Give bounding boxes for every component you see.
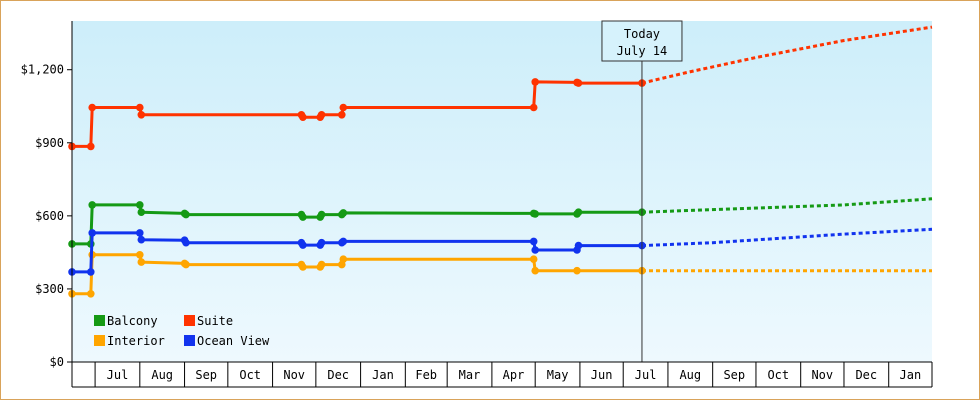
data-point-ocean-view[interactable] [136,229,144,237]
data-point-suite[interactable] [529,103,538,112]
x-tick-label: Aug [679,368,701,382]
data-point-ocean-view[interactable] [574,241,583,250]
x-tick-label: Aug [151,368,173,382]
data-point-ocean-view[interactable] [299,241,307,249]
forecast-line-balcony [641,197,933,214]
legend: Balcony Suite Interior Ocean View [94,314,270,348]
axes: $0 $300 $600 $900 $1,200 Jul Aug Sep Oct Nov Dec Ja… [21,21,933,388]
x-tick-label: Oct [239,368,261,382]
data-point-suite[interactable] [299,113,307,121]
today-label: Today [624,27,660,41]
data-point-suite[interactable] [136,103,144,112]
y-tick-label: $0 [50,355,64,369]
data-point-balcony[interactable] [88,201,96,209]
x-tick-label: Apr [503,368,525,382]
legend-swatch-balcony[interactable] [94,315,105,326]
data-point-interior[interactable] [531,266,539,275]
data-point-suite[interactable] [317,111,326,119]
x-tick-label: Nov [811,368,833,382]
plot-area [72,21,932,362]
data-point-interior[interactable] [529,255,538,263]
today-marker: Today July 14 [601,20,683,362]
data-point-ocean-view[interactable] [88,229,96,237]
data-point-balcony[interactable] [137,208,146,216]
data-point-balcony[interactable] [317,210,326,219]
data-point-interior[interactable] [182,260,190,269]
x-tick-label: Sep [723,368,745,382]
x-tick-label: Jan [900,368,922,382]
legend-label-ocean-view[interactable]: Ocean View [197,334,270,348]
legend-swatch-suite[interactable] [184,315,195,326]
data-point-interior[interactable] [339,255,348,263]
data-point-interior[interactable] [137,258,146,266]
data-point-interior[interactable] [299,263,307,271]
data-point-interior[interactable] [317,260,326,269]
x-tick-label: Mar [459,368,481,382]
y-tick-label: $1,200 [21,63,64,77]
data-point-suite[interactable] [339,103,348,112]
data-point-ocean-view[interactable] [339,237,348,246]
data-point-ocean-view[interactable] [87,268,95,276]
x-tick-label: Dec [327,368,349,382]
series-lines [68,25,933,298]
data-point-ocean-view[interactable] [529,237,538,246]
data-point-interior[interactable] [136,251,144,259]
x-tick-label: Nov [283,368,305,382]
data-point-suite[interactable] [574,79,583,87]
legend-swatch-interior[interactable] [94,335,105,346]
x-tick-label: Feb [415,368,437,382]
data-point-balcony[interactable] [339,209,348,217]
today-box [601,20,683,62]
data-point-suite[interactable] [338,111,346,119]
x-tick-label: Dec [855,368,877,382]
data-point-suite[interactable] [88,103,96,112]
x-tick-label: Jan [372,368,394,382]
data-point-balcony[interactable] [574,208,583,216]
legend-label-balcony[interactable]: Balcony [107,314,158,328]
data-point-suite[interactable] [87,142,95,151]
series-line-balcony [72,203,642,246]
series-line-ocean-view [72,231,642,274]
x-tick-label: Jun [591,368,613,382]
data-point-balcony[interactable] [136,201,144,209]
data-point-interior[interactable] [573,266,581,275]
x-tick-label: Jul [107,368,129,382]
y-tick-label: $600 [35,209,64,223]
data-point-balcony[interactable] [531,210,539,218]
y-tick-label: $300 [35,282,64,296]
x-tick-label: Oct [767,368,789,382]
data-point-ocean-view[interactable] [531,246,539,254]
x-tick-label: Jul [635,368,657,382]
data-point-interior[interactable] [87,290,95,298]
legend-label-suite[interactable]: Suite [197,314,233,328]
y-tick-label: $900 [35,136,64,150]
data-point-balcony[interactable] [182,210,190,219]
data-point-balcony[interactable] [299,213,307,221]
forecast-line-suite [641,25,933,85]
data-point-ocean-view[interactable] [317,238,326,247]
x-tick-label: May [547,368,569,382]
data-point-ocean-view[interactable] [182,238,190,247]
legend-swatch-ocean-view[interactable] [184,335,195,346]
forecast-line-ocean-view [641,227,933,248]
data-point-suite[interactable] [137,111,146,119]
today-date-label: July 14 [617,44,668,58]
legend-label-interior[interactable]: Interior [107,334,165,348]
data-point-ocean-view[interactable] [137,235,146,244]
data-point-suite[interactable] [531,78,539,86]
x-tick-label: Sep [195,368,217,382]
